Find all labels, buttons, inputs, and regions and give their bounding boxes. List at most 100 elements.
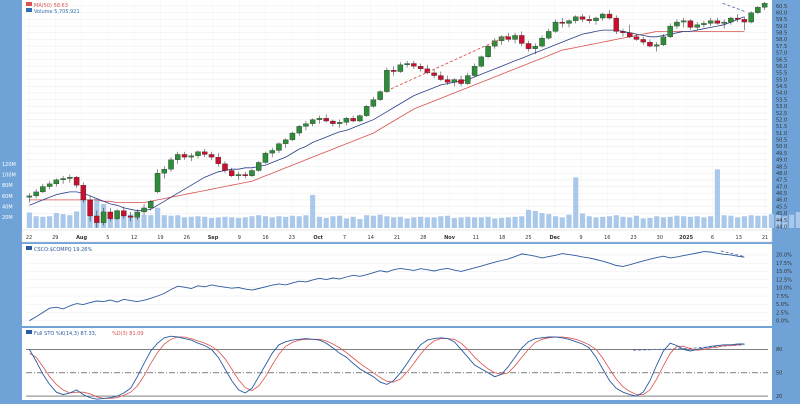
volume-bar: [620, 216, 626, 228]
candle-body-up: [404, 63, 410, 66]
volume-bar: [539, 213, 545, 228]
price-trendline: [390, 35, 509, 90]
ma50-legend-swatch: [26, 2, 32, 6]
grid-layer: [26, 2, 768, 397]
candle: [600, 12, 606, 21]
date-tick-label: 21: [394, 235, 400, 241]
volume-bar: [249, 216, 255, 228]
candle-body-down: [687, 20, 694, 28]
candle: [532, 43, 538, 55]
volume-bar: [283, 216, 289, 228]
candle-body-down: [444, 79, 451, 83]
candle: [714, 18, 721, 25]
price-tick-label: 51.0: [776, 131, 787, 137]
sto-trendline: [633, 348, 684, 351]
candle-body-up: [289, 132, 296, 140]
stochastic-panel: [22, 328, 772, 400]
candle-body-down: [411, 63, 417, 67]
date-tick-label: 19: [157, 235, 163, 241]
ratio-tick-label: 15.0%: [776, 269, 792, 275]
date-tick-label: 23: [630, 235, 636, 241]
volume-bar: [600, 216, 606, 228]
candle: [303, 121, 309, 131]
date-tick-label: Dec: [549, 235, 560, 241]
candle: [438, 71, 444, 81]
price-tick-label: 52.5: [776, 111, 787, 117]
candle: [444, 75, 451, 85]
date-tick-label: 16: [262, 235, 268, 241]
price-tick-label: 50.5: [776, 138, 787, 144]
volume-bar: [768, 214, 774, 228]
volume-bar: [181, 217, 188, 228]
candle: [546, 28, 552, 40]
candle: [60, 175, 66, 184]
ratio-tick-label: 10.0%: [776, 286, 792, 292]
axis-labels: 44.044.545.045.546.046.547.047.548.048.5…: [2, 4, 792, 400]
volume-bar: [782, 216, 788, 228]
candle-body-down: [330, 120, 336, 124]
candle-body-up: [667, 25, 673, 37]
volume-bar: [654, 216, 660, 228]
candle-body-up: [573, 16, 579, 21]
candle: [46, 181, 53, 190]
candle: [269, 147, 275, 158]
ratio-tick-label: 12.5%: [776, 277, 792, 283]
candle: [188, 153, 194, 162]
date-tick-label: 6: [711, 235, 714, 241]
candle-body-down: [606, 13, 613, 19]
volume-bar: [67, 215, 73, 228]
candle-body-up: [282, 139, 289, 144]
candle: [40, 183, 46, 194]
candle: [721, 19, 727, 29]
candle: [471, 63, 478, 77]
volume-bar: [195, 216, 201, 228]
candle-body-up: [141, 207, 147, 213]
price-tick-label: 53.5: [776, 97, 787, 103]
price-tick-label: 60.5: [776, 4, 787, 10]
candle-body-down: [620, 31, 626, 33]
volume-bar: [53, 213, 59, 228]
ratio-line: [29, 251, 745, 322]
candle-body-down: [586, 19, 592, 21]
volume-bar: [546, 214, 552, 228]
volume-bar: [593, 217, 599, 228]
candle: [492, 38, 498, 49]
volume-bar: [681, 216, 687, 228]
candle: [161, 166, 167, 179]
candle-body-up: [343, 118, 350, 123]
volume-bar: [559, 217, 565, 228]
price-tick-label: 44.0: [776, 224, 787, 230]
volume-bar: [343, 218, 349, 228]
candle: [202, 149, 208, 158]
volume-bar: [445, 215, 451, 228]
volume-bar: [795, 212, 800, 228]
candle: [404, 60, 410, 68]
candle: [282, 138, 289, 148]
volume-bar: [175, 215, 181, 228]
date-tick-label: 23: [289, 235, 295, 241]
candle-body-up: [478, 56, 485, 67]
candle-body-up: [397, 64, 404, 72]
candle-body-up: [336, 122, 343, 124]
candle: [175, 151, 181, 164]
sto-d-legend-label: %D(3) 81.09: [112, 331, 144, 337]
candle: [343, 117, 350, 126]
date-tick-label: 16: [604, 235, 610, 241]
price-tick-label: 52.0: [776, 117, 787, 123]
volume-legend-swatch: [26, 8, 32, 12]
candle: [633, 34, 640, 41]
price-tick-label: 45.0: [776, 211, 787, 217]
candle-body-up: [566, 20, 572, 24]
candle-body-up: [512, 35, 518, 40]
candle: [181, 151, 188, 160]
ratio-tick-label: 2.5%: [776, 310, 789, 316]
volume-bar: [714, 169, 720, 228]
candle: [741, 16, 748, 31]
price-tick-label: 49.5: [776, 151, 787, 157]
candle: [370, 96, 377, 108]
candle-body-up: [532, 45, 538, 49]
volume-bar: [687, 216, 693, 228]
candle: [397, 62, 404, 73]
candle: [363, 104, 370, 118]
